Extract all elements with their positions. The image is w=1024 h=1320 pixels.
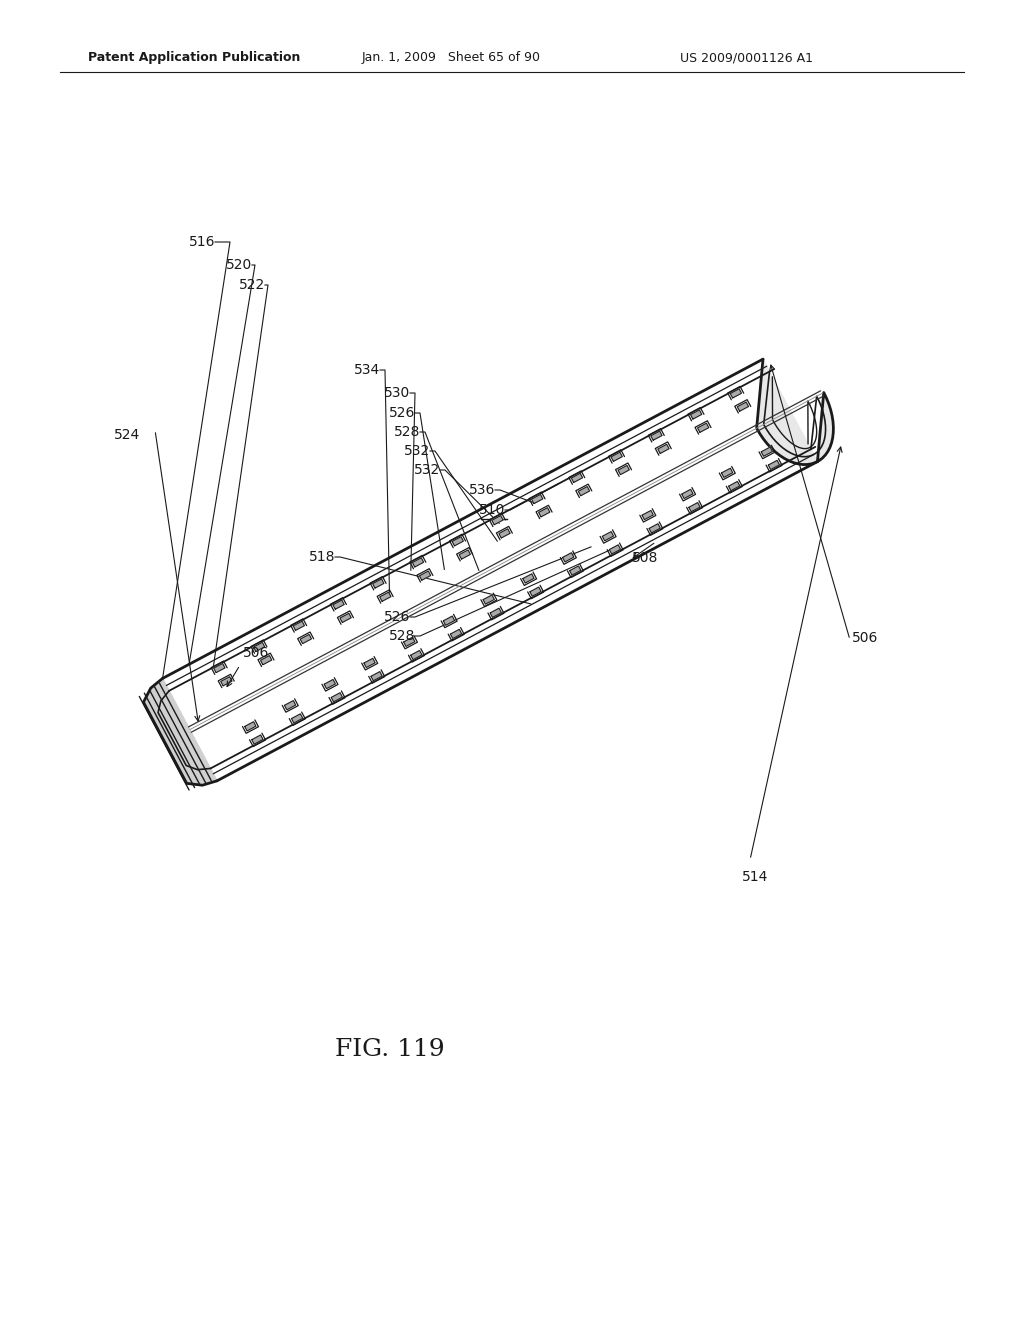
- Polygon shape: [380, 593, 391, 602]
- Text: US 2009/0001126 A1: US 2009/0001126 A1: [680, 51, 813, 65]
- Polygon shape: [761, 447, 772, 457]
- Polygon shape: [214, 664, 225, 673]
- Polygon shape: [453, 537, 463, 546]
- Polygon shape: [562, 553, 573, 562]
- Text: Jan. 1, 2009   Sheet 65 of 90: Jan. 1, 2009 Sheet 65 of 90: [362, 51, 541, 65]
- Text: 530: 530: [384, 385, 410, 400]
- Polygon shape: [571, 474, 583, 482]
- Polygon shape: [499, 529, 510, 539]
- Polygon shape: [492, 516, 503, 525]
- Text: 520: 520: [225, 257, 252, 272]
- Text: 510: 510: [478, 503, 505, 517]
- Text: 522: 522: [239, 279, 265, 292]
- Polygon shape: [569, 566, 581, 576]
- Text: 506: 506: [852, 631, 879, 645]
- Polygon shape: [143, 678, 217, 785]
- Polygon shape: [331, 693, 342, 702]
- Polygon shape: [483, 595, 495, 605]
- Polygon shape: [529, 587, 541, 597]
- Polygon shape: [757, 359, 834, 465]
- Polygon shape: [371, 672, 382, 681]
- Polygon shape: [285, 701, 296, 710]
- Text: 524: 524: [114, 428, 140, 442]
- Polygon shape: [260, 656, 271, 665]
- Text: 516: 516: [188, 235, 215, 249]
- Polygon shape: [254, 643, 264, 652]
- Text: FIG. 119: FIG. 119: [335, 1039, 444, 1061]
- Polygon shape: [459, 550, 470, 560]
- Polygon shape: [443, 616, 455, 626]
- Polygon shape: [292, 714, 303, 723]
- Polygon shape: [252, 735, 263, 744]
- Polygon shape: [539, 508, 550, 517]
- Text: Patent Application Publication: Patent Application Publication: [88, 51, 300, 65]
- Text: 532: 532: [403, 444, 430, 458]
- Polygon shape: [722, 469, 733, 478]
- Polygon shape: [682, 490, 693, 499]
- Polygon shape: [609, 545, 621, 554]
- Text: 506: 506: [243, 645, 269, 660]
- Polygon shape: [768, 461, 779, 470]
- Polygon shape: [618, 466, 630, 475]
- Text: 528: 528: [389, 630, 415, 643]
- Text: 508: 508: [632, 550, 658, 565]
- Polygon shape: [697, 424, 709, 433]
- Polygon shape: [602, 532, 613, 541]
- Polygon shape: [729, 482, 739, 491]
- Text: 518: 518: [308, 550, 335, 564]
- Polygon shape: [451, 630, 462, 639]
- Polygon shape: [523, 574, 535, 583]
- Polygon shape: [689, 503, 700, 512]
- Polygon shape: [333, 601, 344, 610]
- Text: 528: 528: [393, 425, 420, 440]
- Polygon shape: [245, 722, 256, 731]
- Polygon shape: [300, 635, 311, 644]
- Text: 526: 526: [384, 610, 410, 624]
- Polygon shape: [490, 609, 502, 618]
- Polygon shape: [364, 659, 375, 668]
- Polygon shape: [420, 572, 431, 581]
- Text: 534: 534: [353, 363, 380, 378]
- Polygon shape: [579, 487, 590, 496]
- Text: 514: 514: [741, 870, 768, 884]
- Polygon shape: [649, 524, 660, 533]
- Text: 536: 536: [469, 483, 495, 498]
- Polygon shape: [642, 511, 653, 520]
- Text: 532: 532: [414, 463, 440, 477]
- Polygon shape: [325, 680, 336, 689]
- Text: 526: 526: [389, 407, 415, 420]
- Polygon shape: [221, 677, 232, 686]
- Polygon shape: [411, 651, 422, 660]
- Polygon shape: [737, 403, 749, 412]
- Polygon shape: [403, 638, 415, 647]
- Polygon shape: [690, 411, 701, 418]
- Polygon shape: [413, 558, 424, 568]
- Polygon shape: [531, 495, 543, 504]
- Polygon shape: [293, 622, 304, 631]
- Polygon shape: [730, 389, 741, 397]
- Polygon shape: [657, 445, 669, 454]
- Polygon shape: [373, 579, 384, 589]
- Polygon shape: [611, 453, 623, 461]
- Polygon shape: [340, 614, 351, 623]
- Polygon shape: [651, 432, 662, 440]
- Polygon shape: [143, 359, 823, 783]
